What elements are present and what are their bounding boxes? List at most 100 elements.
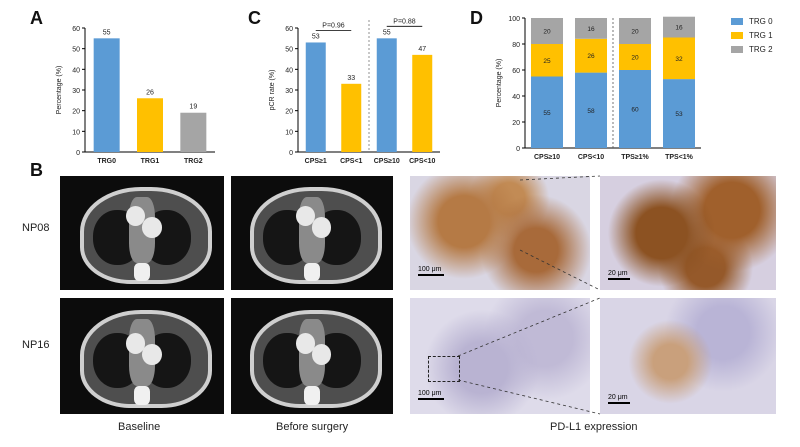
row-label-np16: NP16 — [22, 339, 50, 351]
stack-segment — [663, 37, 695, 80]
x-tick-label: CPS<1 — [340, 158, 362, 165]
data-label: 16 — [675, 25, 683, 32]
data-label: 32 — [675, 56, 683, 63]
bar — [376, 38, 397, 152]
data-label: 19 — [189, 104, 197, 111]
y-tick-label: 60 — [285, 26, 293, 33]
x-tick-label: CPS≥1 — [305, 158, 327, 165]
y-tick-label: 20 — [72, 109, 80, 116]
bar-trg2 — [180, 112, 207, 152]
legend-label: TRG 1 — [749, 31, 773, 40]
bar-trg0 — [93, 38, 120, 152]
data-label: 26 — [587, 53, 595, 60]
y-tick-label: 0 — [76, 150, 80, 157]
ihc-high-np16: 20 μm — [600, 298, 776, 414]
panel-letter-a: A — [30, 8, 43, 28]
stack-segment — [619, 18, 651, 44]
y-tick-label: 30 — [72, 88, 80, 95]
scale-label-20: 20 μm — [608, 394, 628, 401]
data-label: 16 — [587, 26, 595, 33]
x-tick-label: TRG2 — [184, 158, 203, 165]
y-tick-label: 40 — [512, 94, 520, 101]
x-tick-label: CPS≥10 — [374, 158, 400, 165]
y-tick-label: 10 — [72, 129, 80, 136]
caption-baseline: Baseline — [118, 421, 161, 433]
panel-letter-c: C — [248, 8, 261, 28]
scale-label-20: 20 μm — [608, 270, 628, 277]
legend-label: TRG 2 — [749, 45, 773, 54]
x-tick-label: CPS<10 — [578, 154, 604, 161]
bar — [305, 42, 326, 152]
stack-segment — [531, 18, 563, 44]
y-tick-label: 10 — [285, 129, 293, 136]
stack-segment — [575, 72, 607, 148]
caption-before-surgery: Before surgery — [276, 421, 349, 433]
ct-before-surgery-np16 — [231, 298, 393, 414]
stack-segment — [575, 18, 607, 39]
ihc-low-np08: 100 μm — [410, 176, 590, 290]
caption-pdl1-expression: PD-L1 expression — [550, 421, 638, 433]
y-axis-label: Percentage (%) — [56, 66, 63, 115]
y-tick-label: 20 — [285, 109, 293, 116]
y-tick-label: 80 — [512, 42, 520, 49]
chart-a: 0 10 20 30 40 50 60 Percentage (%) 55 TRG0 26 TRG1 1… — [56, 26, 215, 165]
y-tick-label: 50 — [72, 47, 80, 54]
zoom-box — [428, 356, 460, 382]
ihc-high-np08: 20 μm — [600, 176, 776, 290]
legend-swatch — [731, 46, 743, 53]
stack-segment — [619, 44, 651, 70]
stack-segment — [531, 76, 563, 148]
data-label: 26 — [146, 89, 154, 96]
y-tick-label: 100 — [508, 16, 520, 23]
y-tick-label: 40 — [285, 67, 293, 74]
data-label: 60 — [631, 107, 639, 114]
data-label: 55 — [383, 29, 391, 36]
panel-letter-d: D — [470, 8, 483, 28]
x-tick-label: CPS≥10 — [534, 154, 560, 161]
ct-baseline-np08 — [60, 176, 224, 290]
p-value: P=0.96 — [322, 22, 344, 29]
row-label-np08: NP08 — [22, 222, 50, 234]
y-tick-label: 0 — [516, 146, 520, 153]
bar-trg1 — [137, 98, 163, 152]
data-label: 53 — [675, 111, 683, 118]
x-tick-label: CPS<10 — [409, 158, 435, 165]
y-tick-label: 40 — [72, 67, 80, 74]
data-label: 47 — [418, 46, 426, 53]
data-label: 25 — [543, 58, 551, 65]
chart-d: 0 20 40 60 80 100 Percentage (%) 55 25 20 CPS≥10 58… — [496, 16, 773, 161]
data-label: 55 — [543, 110, 551, 117]
chart-c: 0 10 20 30 40 50 60 pCR rate (%) 53 CPS≥1 33 CPS<1 5… — [269, 18, 440, 165]
scale-label-100: 100 μm — [418, 266, 442, 273]
ct-baseline-np16 — [60, 298, 224, 414]
data-label: 53 — [312, 33, 320, 40]
x-tick-label: TPS≥1% — [621, 154, 649, 161]
panel-letter-b: B — [30, 160, 43, 180]
y-tick-label: 30 — [285, 88, 293, 95]
data-label: 20 — [543, 29, 551, 36]
ct-before-surgery-np08 — [231, 176, 393, 290]
bar — [341, 83, 362, 152]
legend-swatch — [731, 18, 743, 25]
y-tick-label: 60 — [512, 68, 520, 75]
stack-segment — [663, 16, 695, 38]
p-value: P=0.88 — [393, 18, 415, 25]
y-tick-label: 60 — [72, 26, 80, 33]
y-tick-label: 0 — [289, 150, 293, 157]
stack-segment — [531, 44, 563, 77]
stack-segment — [663, 79, 695, 148]
y-axis-label: Percentage (%) — [496, 59, 503, 108]
data-label: 58 — [587, 108, 595, 115]
x-tick-label: TRG1 — [141, 158, 160, 165]
bar — [412, 54, 433, 152]
y-axis-label: pCR rate (%) — [269, 70, 276, 111]
stack-segment — [575, 38, 607, 73]
data-label: 20 — [631, 55, 639, 62]
data-label: 33 — [347, 75, 355, 82]
x-tick-label: TPS<1% — [665, 154, 694, 161]
scale-label-100: 100 μm — [418, 390, 442, 397]
y-tick-label: 20 — [512, 120, 520, 127]
stack-segment — [619, 70, 651, 148]
ihc-low-np16: 100 μm — [410, 298, 590, 414]
